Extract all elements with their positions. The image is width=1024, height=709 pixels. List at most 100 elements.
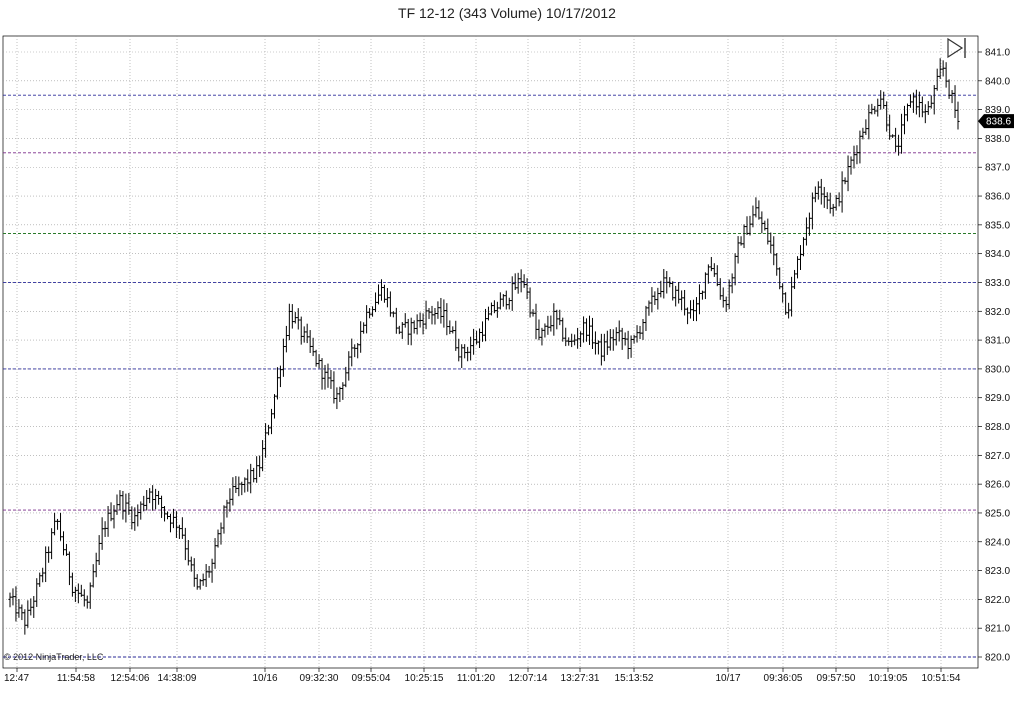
- price-bar: [858, 130, 862, 164]
- price-bar: [697, 284, 702, 315]
- y-tick-label: 837.0: [985, 163, 1010, 174]
- y-tick-label: 831.0: [985, 336, 1010, 347]
- price-bar: [168, 513, 173, 533]
- price-bar: [956, 101, 960, 130]
- price-bar: [700, 290, 705, 300]
- price-bar: [474, 330, 479, 345]
- y-tick-label: 823.0: [985, 566, 1010, 577]
- price-bar: [58, 512, 63, 541]
- price-bar: [668, 277, 672, 288]
- price-bar: [784, 292, 788, 315]
- price-bar: [543, 323, 547, 338]
- price-bar: [44, 546, 48, 583]
- price-bar: [412, 320, 416, 334]
- price-bar: [522, 274, 526, 288]
- price-bar: [73, 586, 77, 602]
- price-bar: [489, 302, 494, 316]
- price-bar: [133, 507, 137, 531]
- price-bar: [810, 192, 814, 230]
- price-bar: [727, 279, 731, 310]
- price-bar: [403, 313, 407, 328]
- price-bar: [308, 330, 312, 353]
- price-bar: [495, 301, 499, 318]
- price-bar: [882, 91, 886, 109]
- price-bar: [373, 292, 378, 313]
- x-tick-label: 12:54:06: [111, 673, 150, 684]
- x-tick-label: 09:36:05: [764, 673, 803, 684]
- price-bar: [261, 440, 265, 472]
- price-bar: [379, 279, 384, 301]
- price-bar: [893, 127, 898, 152]
- x-axis: 12:47 11:54:58 12:54:06 14:38:09 10/16 09:32:…: [4, 668, 961, 684]
- price-bar: [344, 366, 348, 388]
- price-bar: [867, 104, 871, 140]
- price-bar: [608, 329, 612, 351]
- price-bar: [287, 303, 291, 341]
- price-bar: [492, 300, 497, 314]
- price-bar: [192, 558, 196, 587]
- price-bar: [691, 299, 696, 321]
- price-bar: [240, 481, 244, 496]
- price-bar: [415, 314, 419, 335]
- price-bar: [849, 156, 853, 175]
- price-bar: [350, 338, 354, 367]
- price-bar: [448, 320, 452, 335]
- price-bar: [647, 300, 651, 316]
- price-bar: [876, 98, 880, 117]
- price-bar: [17, 598, 21, 618]
- x-tick-label: 11:01:20: [457, 673, 496, 684]
- price-bar: [870, 103, 874, 115]
- price-bar: [127, 492, 131, 515]
- price-bar: [555, 309, 559, 330]
- y-tick-label: 822.0: [985, 595, 1010, 606]
- price-bar: [100, 517, 104, 550]
- price-bar: [671, 281, 675, 301]
- price-bar: [564, 327, 568, 347]
- price-bar: [908, 94, 913, 108]
- price-bar: [801, 237, 806, 257]
- y-tick-label: 829.0: [985, 393, 1010, 404]
- price-bar: [76, 583, 80, 604]
- y-tick-label: 840.0: [985, 76, 1010, 87]
- x-tick-label: 13:27:31: [561, 673, 600, 684]
- price-bar: [165, 511, 170, 520]
- price-bar: [798, 245, 803, 271]
- price-bar: [879, 90, 883, 110]
- price-bar: [825, 192, 829, 210]
- price-bar: [632, 334, 636, 344]
- price-bar: [460, 344, 464, 369]
- price-bar: [159, 495, 164, 518]
- price-bar: [923, 104, 927, 124]
- price-bar: [326, 363, 330, 388]
- price-bar: [626, 330, 630, 360]
- price-bar: [136, 504, 140, 527]
- price-bar: [442, 299, 446, 328]
- price-bar: [822, 186, 826, 208]
- price-bar: [145, 490, 149, 511]
- price-bar: [305, 323, 309, 344]
- price-bar: [486, 306, 491, 321]
- price-bar: [561, 317, 565, 342]
- price-bar: [813, 186, 817, 203]
- price-bar: [552, 303, 556, 336]
- price-bar: [225, 499, 229, 518]
- price-bar: [504, 290, 508, 310]
- price-bar: [828, 192, 832, 214]
- price-bar: [935, 68, 939, 91]
- price-bar: [61, 531, 66, 556]
- price-bar: [498, 292, 502, 310]
- price-bar: [278, 365, 283, 388]
- price-bar: [47, 546, 51, 563]
- price-bar: [38, 572, 42, 587]
- price-bar: [947, 79, 951, 99]
- price-bar: [510, 276, 514, 311]
- scroll-to-end-icon[interactable]: [947, 37, 966, 59]
- price-bar: [156, 490, 161, 505]
- price-bar: [210, 558, 214, 583]
- price-bar: [549, 315, 553, 332]
- y-tick-label: 828.0: [985, 422, 1010, 433]
- price-bar: [394, 307, 398, 334]
- price-bar: [50, 528, 54, 560]
- price-bar: [602, 333, 606, 362]
- price-bar: [584, 318, 589, 342]
